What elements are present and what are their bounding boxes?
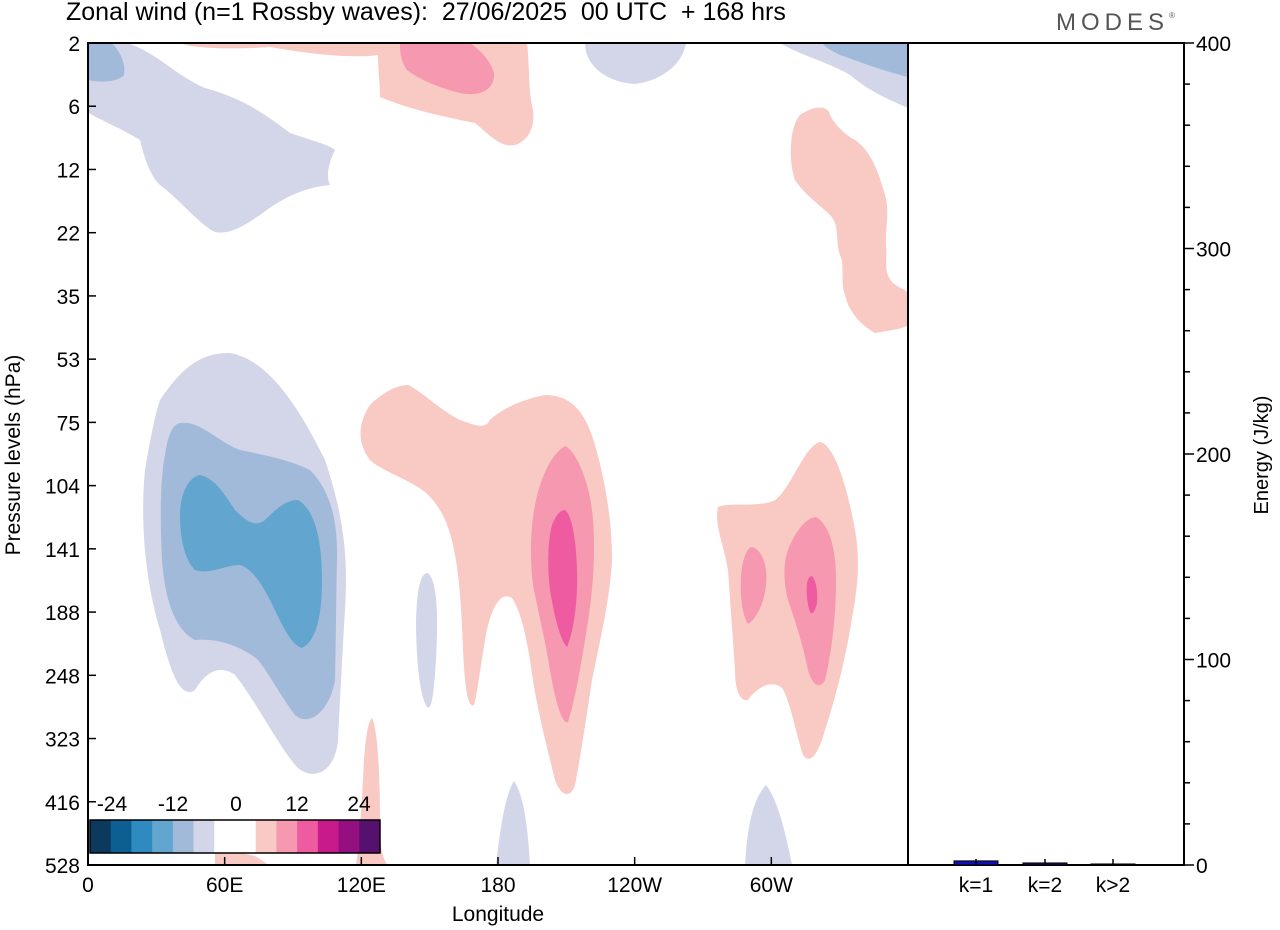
energy-tick-label: 0 [1196,855,1208,878]
colorbar-swatch [235,820,256,853]
colorbar-swatch [339,820,360,853]
y-tick-label: 323 [45,729,80,752]
x-tick-label: 0 [82,874,94,897]
contour-neg-upper-lavender [88,43,335,233]
colorbar: -24 -12 0 12 24 [90,793,380,853]
bar-label: k>2 [1096,874,1130,897]
x-tick-label: 60W [750,874,793,897]
y-axis-label: Pressure levels (hPa) [2,355,25,556]
y-tick-label: 75 [57,412,80,435]
contour-neg-bottom-305 [745,785,792,865]
energy-tick-label: 300 [1196,239,1231,262]
y-tick-label: 141 [45,539,80,562]
energy-tick-label: 400 [1196,33,1231,56]
contour-neg-thin-150 [416,573,437,708]
colorbar-swatch [256,820,277,853]
colorbar-swatch [111,820,132,853]
y-tick-label: 35 [57,286,80,309]
colorbar-swatch [90,820,111,853]
colorbar-label: 12 [285,793,308,816]
contour-neg-top-blob [585,43,686,84]
x-tick-label: 60E [206,874,243,897]
colorbar-swatch [318,820,339,853]
colorbar-swatch [276,820,297,853]
energy-tick-label: 100 [1196,650,1231,673]
colorbar-label: 24 [347,793,371,816]
contour-pos-right-light [717,442,858,759]
y-tick-label: 248 [45,665,80,688]
y-tick-label: 528 [45,855,80,878]
y-tick-label: 53 [57,349,80,372]
y-tick-label: 6 [68,96,80,119]
energy-plot-frame [908,43,1184,865]
y-tick-label: 22 [57,223,80,246]
y-tick-label: 104 [45,476,80,499]
contour-field [88,43,908,865]
colorbar-label: 0 [230,793,242,816]
colorbar-swatch [194,820,215,853]
energy-bars: k=1 k=2 k>2 [954,859,1135,897]
colorbar-swatch [214,820,235,853]
colorbar-swatch [297,820,318,853]
x-tick-label: 180 [480,874,515,897]
bar-label: k=2 [1028,874,1062,897]
x-tick-label: 120E [337,874,386,897]
contour-neg-bottom-185 [496,781,530,865]
contour-pos-upper-right [791,108,908,334]
colorbar-swatch [359,820,380,853]
chart-canvas: 2 6 12 22 35 53 75 104 141 188 248 323 416 528 0 60E 12… [0,0,1280,930]
y-tick-label: 416 [45,792,80,815]
bar-label: k=1 [959,874,993,897]
energy-axis-label: Energy (J/kg) [1251,396,1273,515]
y-tick-label: 188 [45,602,80,625]
energy-axis: 0 100 200 300 400 [1184,33,1231,878]
colorbar-label: -12 [158,793,188,816]
colorbar-swatch [131,820,152,853]
longitude-axis: 0 60E 120E 180 120W 60W [82,857,793,897]
colorbar-label: -24 [97,793,128,816]
colorbar-swatch [173,820,194,853]
y-tick-label: 12 [57,159,80,182]
x-axis-label: Longitude [452,903,544,926]
colorbar-swatch [152,820,173,853]
y-tick-label: 2 [68,33,80,56]
energy-tick-label: 200 [1196,444,1231,467]
x-tick-label: 120W [607,874,662,897]
